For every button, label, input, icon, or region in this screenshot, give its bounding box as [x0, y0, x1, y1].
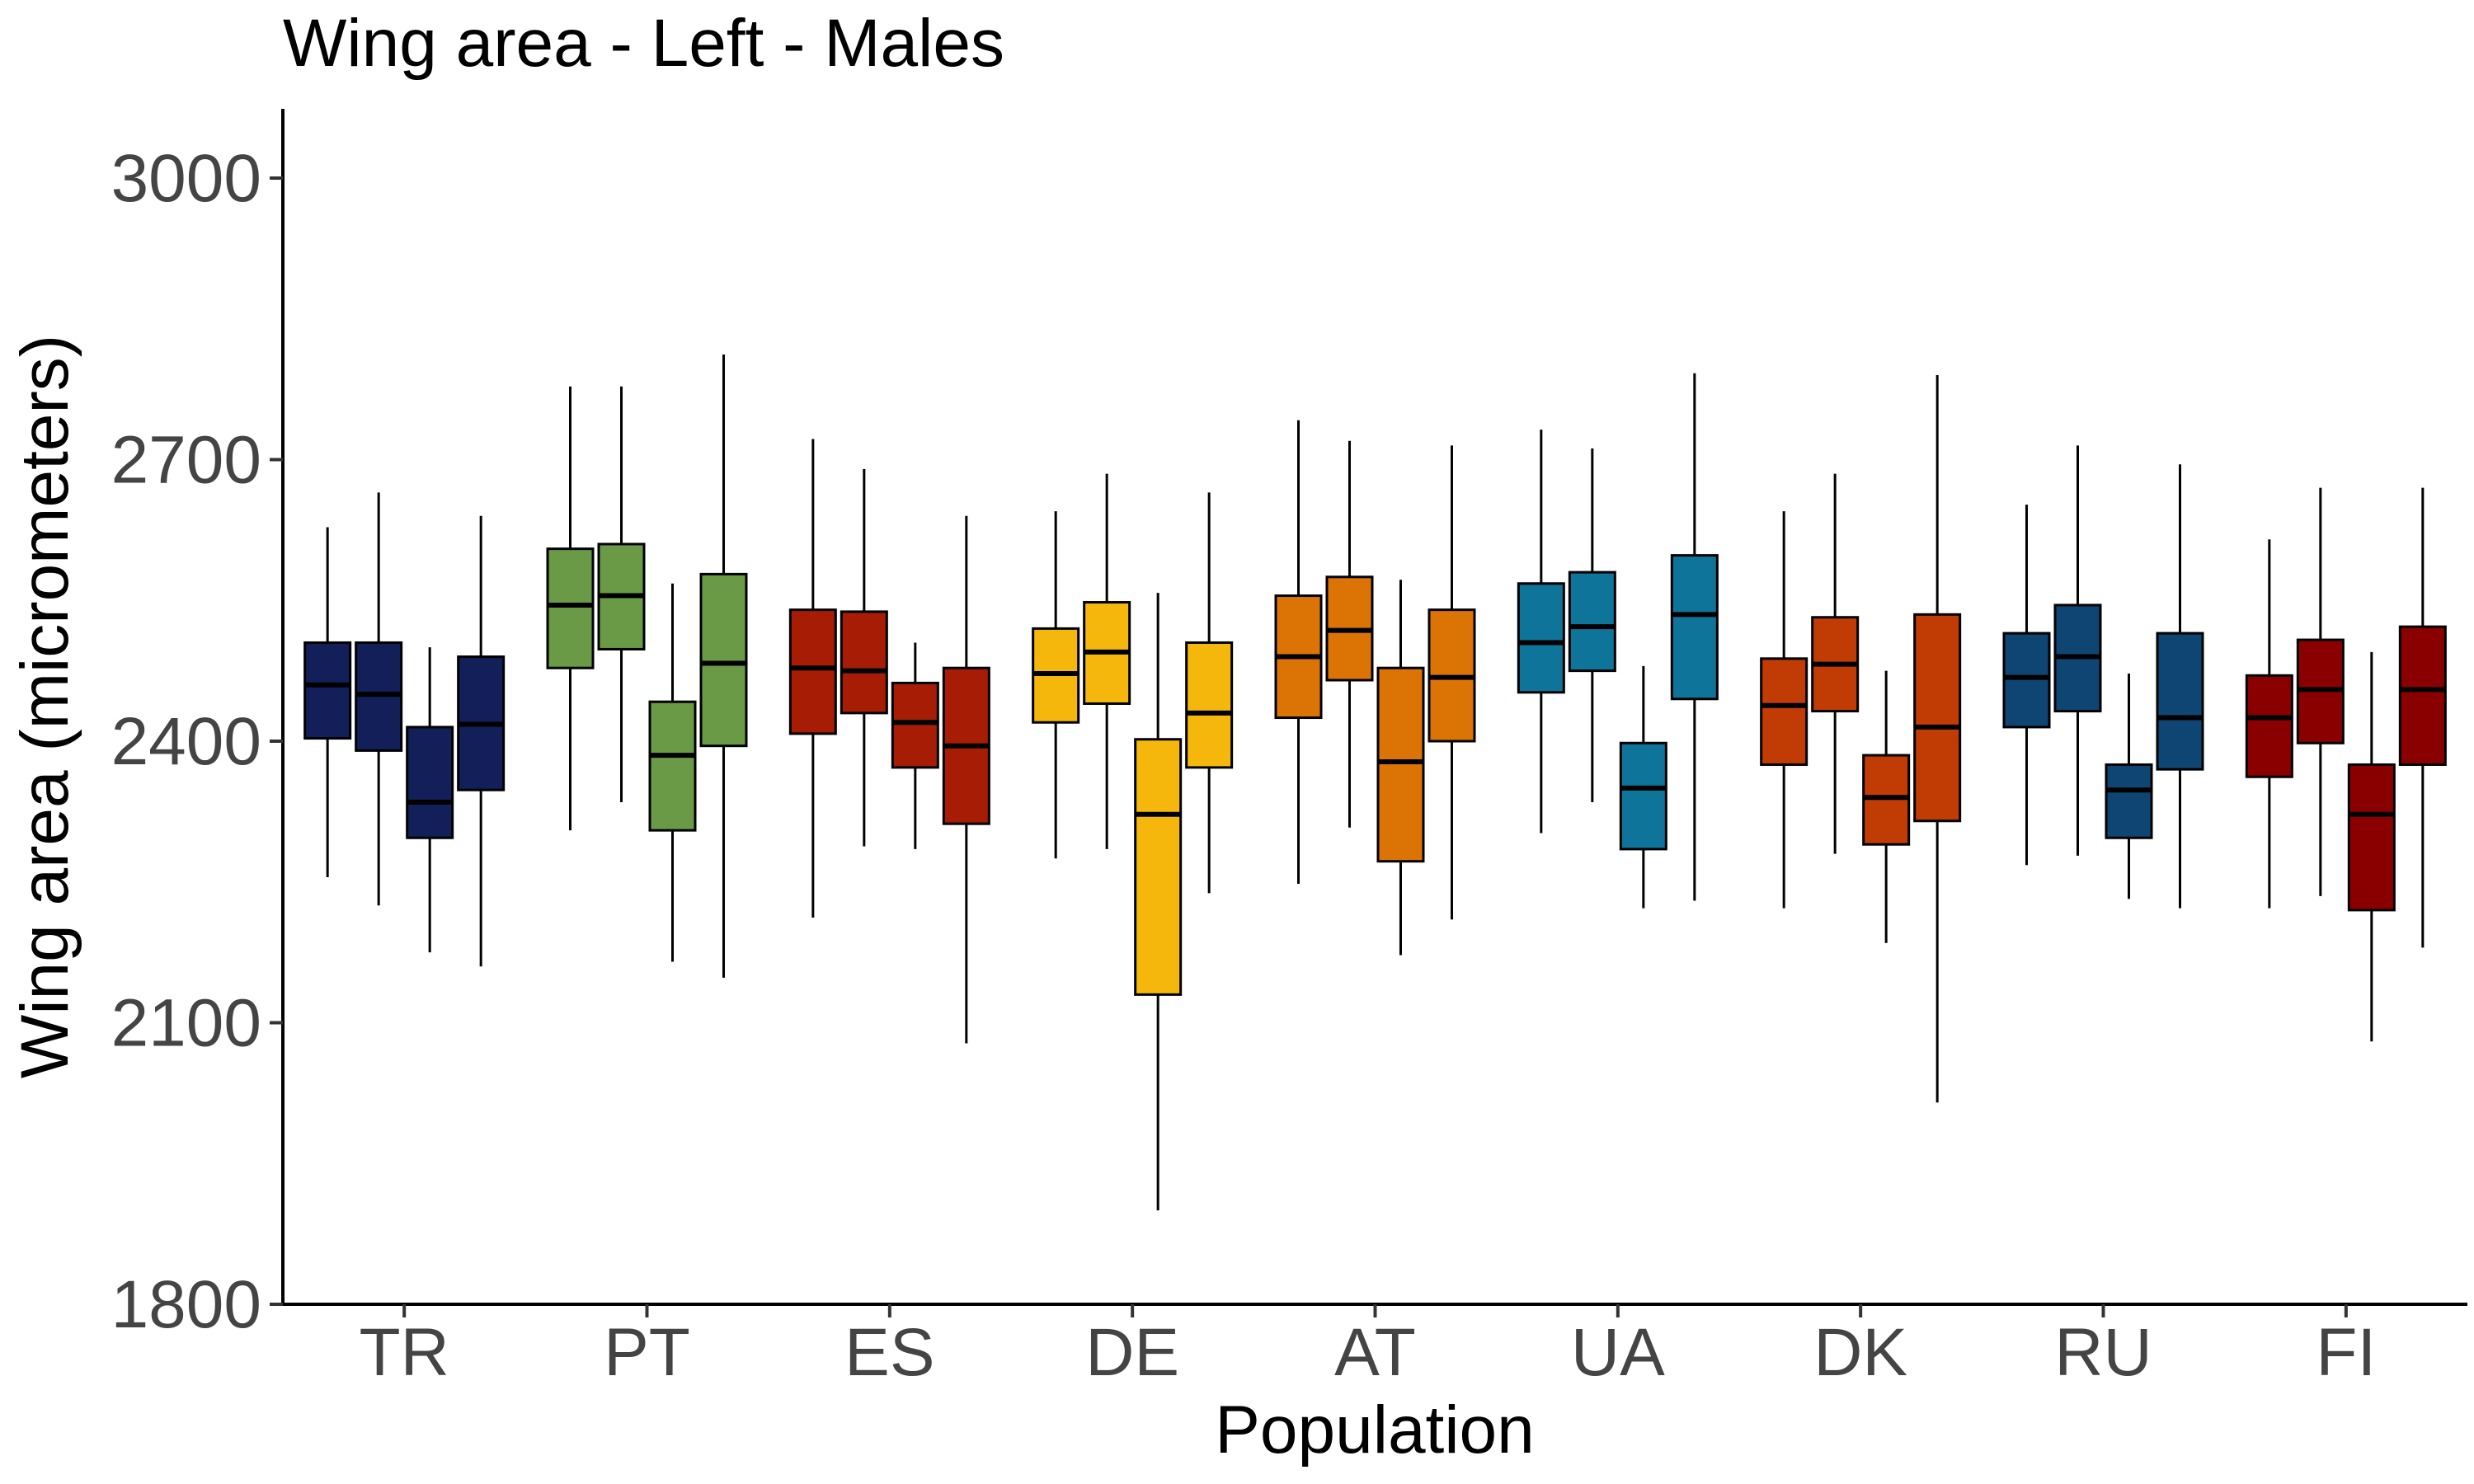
group-tr — [303, 492, 506, 967]
x-tick-label: ES — [844, 1315, 934, 1390]
box-de-2 — [1083, 473, 1131, 849]
box-ua-1 — [1517, 430, 1565, 834]
box-iqr — [788, 608, 837, 735]
box-at-2 — [1325, 440, 1374, 828]
box-pt-4 — [699, 355, 748, 978]
box-ru-1 — [2002, 505, 2051, 866]
box-at-1 — [1274, 420, 1323, 885]
box-pt-3 — [648, 583, 697, 962]
x-tick-label: UA — [1571, 1315, 1665, 1390]
y-tick-label: 1800 — [111, 1267, 261, 1342]
box-de-1 — [1032, 511, 1080, 859]
box-ru-3 — [2105, 674, 2153, 899]
box-iqr — [648, 700, 697, 832]
group-es — [788, 439, 990, 1044]
x-axis-ticks: TR PT ES DE AT UA DK RU FI — [360, 1304, 2376, 1390]
x-tick-label: FI — [2316, 1315, 2376, 1390]
box-iqr — [1670, 554, 1719, 701]
box-ua-2 — [1568, 448, 1616, 802]
box-pt-2 — [597, 386, 646, 802]
box-ru-2 — [2053, 445, 2102, 856]
box-ru-4 — [2156, 464, 2204, 909]
y-tick-label: 2100 — [111, 986, 261, 1061]
group-pt — [546, 355, 748, 978]
box-tr-3 — [406, 647, 454, 953]
box-fi-2 — [2296, 487, 2345, 896]
box-tr-2 — [355, 492, 403, 906]
box-iqr — [1619, 741, 1667, 851]
group-de — [1032, 473, 1234, 1211]
box-iqr — [891, 681, 939, 769]
box-ua-4 — [1670, 373, 1719, 901]
box-de-4 — [1185, 492, 1234, 894]
box-iqr — [1517, 582, 1565, 694]
box-iqr — [1760, 657, 1808, 766]
box-tr-4 — [457, 515, 506, 967]
box-iqr — [2002, 632, 2051, 729]
box-ua-3 — [1619, 665, 1667, 909]
box-fi-1 — [2245, 539, 2293, 909]
box-iqr — [2245, 674, 2293, 778]
box-es-3 — [891, 642, 939, 849]
x-tick-label: DK — [1813, 1315, 1907, 1390]
box-iqr — [546, 547, 595, 669]
group-at — [1274, 420, 1476, 956]
y-tick-label: 2400 — [111, 704, 261, 779]
boxes-layer — [303, 355, 2447, 1211]
x-axis-title: Population — [1215, 1392, 1535, 1468]
box-iqr — [1185, 641, 1234, 769]
y-tick-label: 2700 — [111, 423, 261, 498]
chart-title: Wing area - Left - Males — [283, 6, 1004, 81]
box-fi-4 — [2398, 487, 2447, 948]
box-iqr — [1568, 571, 1616, 673]
box-iqr — [699, 572, 748, 748]
y-axis-ticks: 1800 2100 2400 2700 3000 — [111, 141, 283, 1342]
box-iqr — [2156, 632, 2204, 771]
box-iqr — [840, 610, 888, 715]
group-fi — [2245, 487, 2447, 1042]
y-axis-title: Wing area (micrometers) — [7, 335, 82, 1078]
box-iqr — [2105, 763, 2153, 839]
x-tick-label: RU — [2054, 1315, 2152, 1390]
box-at-4 — [1427, 445, 1476, 920]
box-at-3 — [1376, 580, 1425, 956]
box-iqr — [1913, 613, 1962, 823]
box-dk-3 — [1862, 670, 1911, 943]
x-tick-label: DE — [1085, 1315, 1179, 1390]
box-es-4 — [942, 515, 990, 1044]
box-iqr — [2347, 763, 2396, 912]
box-es-2 — [840, 468, 888, 847]
box-iqr — [406, 726, 454, 839]
group-ru — [2002, 445, 2204, 909]
box-pt-1 — [546, 386, 595, 831]
box-iqr — [1134, 738, 1183, 996]
box-dk-1 — [1760, 511, 1808, 909]
x-tick-label: PT — [604, 1315, 690, 1390]
box-tr-1 — [303, 527, 352, 878]
group-ua — [1517, 373, 1719, 909]
box-iqr — [1376, 666, 1425, 863]
box-dk-2 — [1811, 473, 1860, 854]
box-iqr — [303, 641, 352, 740]
x-tick-label: TR — [360, 1315, 449, 1390]
box-es-1 — [788, 439, 837, 918]
box-dk-4 — [1913, 375, 1962, 1103]
box-fi-3 — [2347, 651, 2396, 1042]
x-tick-label: AT — [1334, 1315, 1416, 1390]
box-iqr — [2398, 625, 2447, 766]
y-tick-label: 3000 — [111, 141, 261, 216]
group-dk — [1760, 375, 1962, 1103]
box-de-3 — [1134, 593, 1183, 1211]
